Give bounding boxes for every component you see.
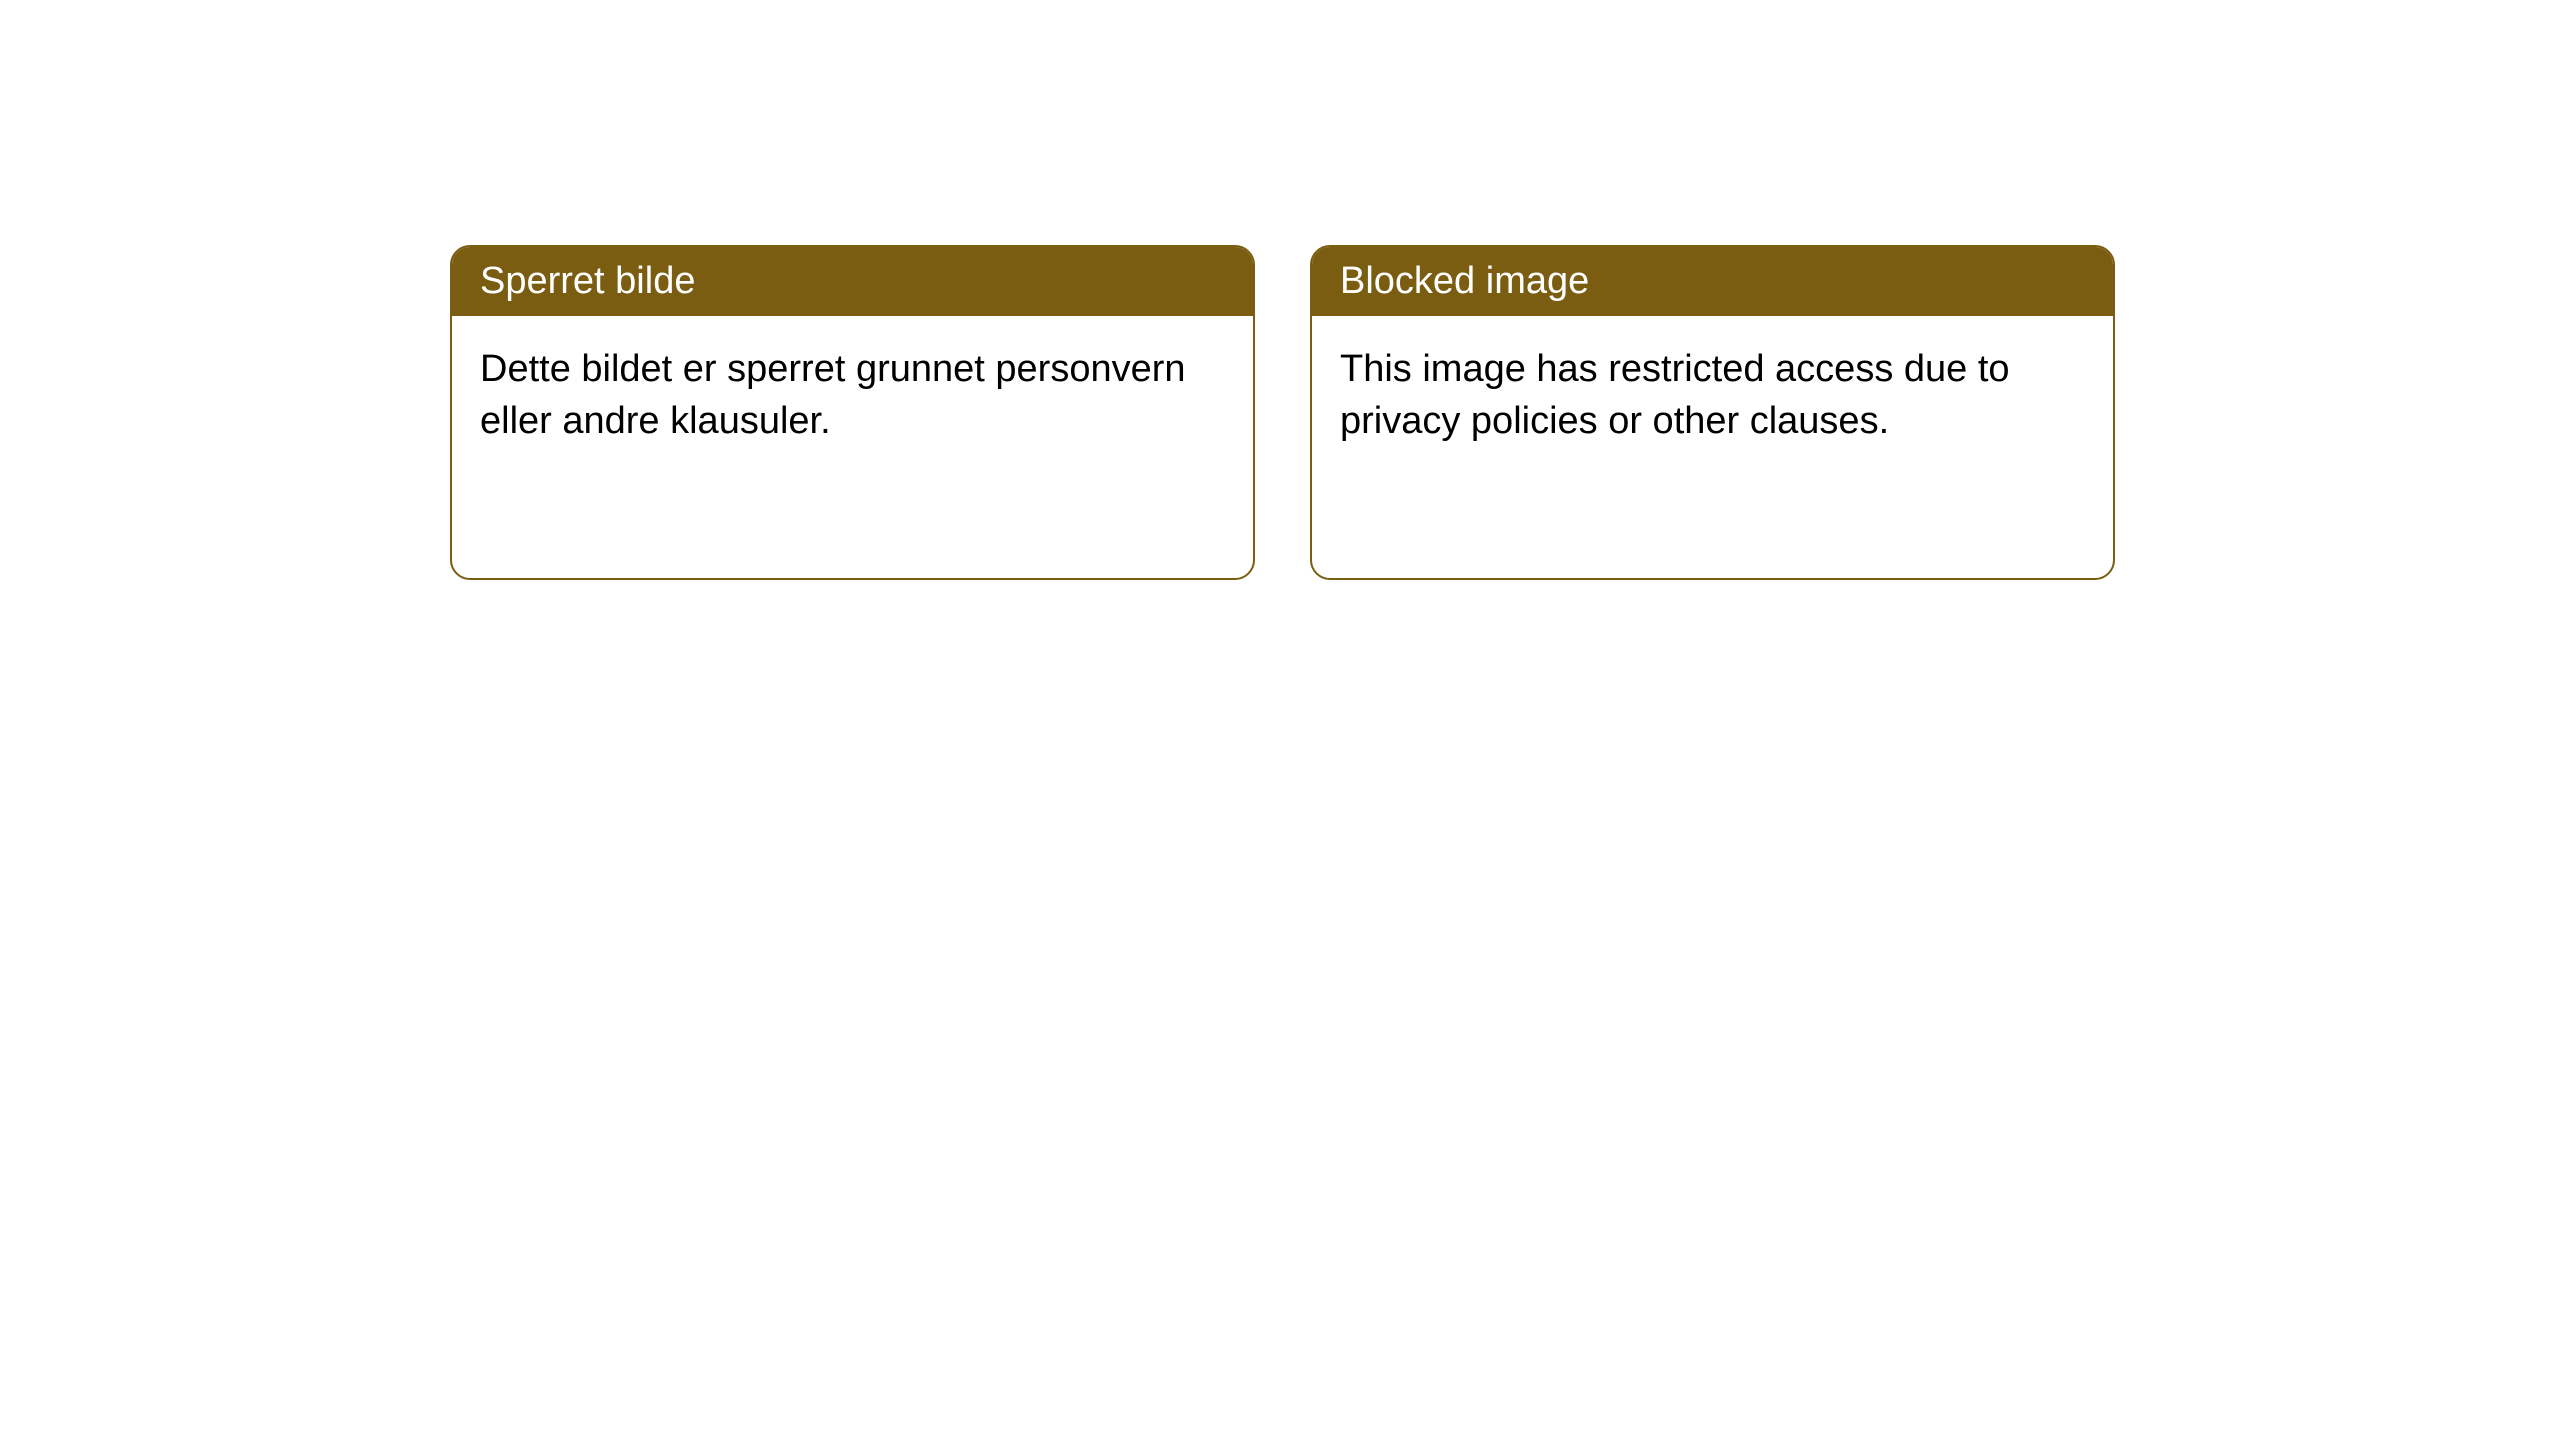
card-title: Sperret bilde bbox=[480, 260, 695, 302]
card-body-text: Dette bildet er sperret grunnet personve… bbox=[480, 348, 1186, 441]
notice-card-english: Blocked image This image has restricted … bbox=[1310, 245, 2115, 580]
card-header: Blocked image bbox=[1312, 247, 2113, 316]
card-body-text: This image has restricted access due to … bbox=[1340, 348, 2010, 441]
card-body: Dette bildet er sperret grunnet personve… bbox=[452, 316, 1253, 475]
card-header: Sperret bilde bbox=[452, 247, 1253, 316]
card-title: Blocked image bbox=[1340, 260, 1589, 302]
card-body: This image has restricted access due to … bbox=[1312, 316, 2113, 475]
notice-card-norwegian: Sperret bilde Dette bildet er sperret gr… bbox=[450, 245, 1255, 580]
cards-container: Sperret bilde Dette bildet er sperret gr… bbox=[450, 245, 2560, 580]
